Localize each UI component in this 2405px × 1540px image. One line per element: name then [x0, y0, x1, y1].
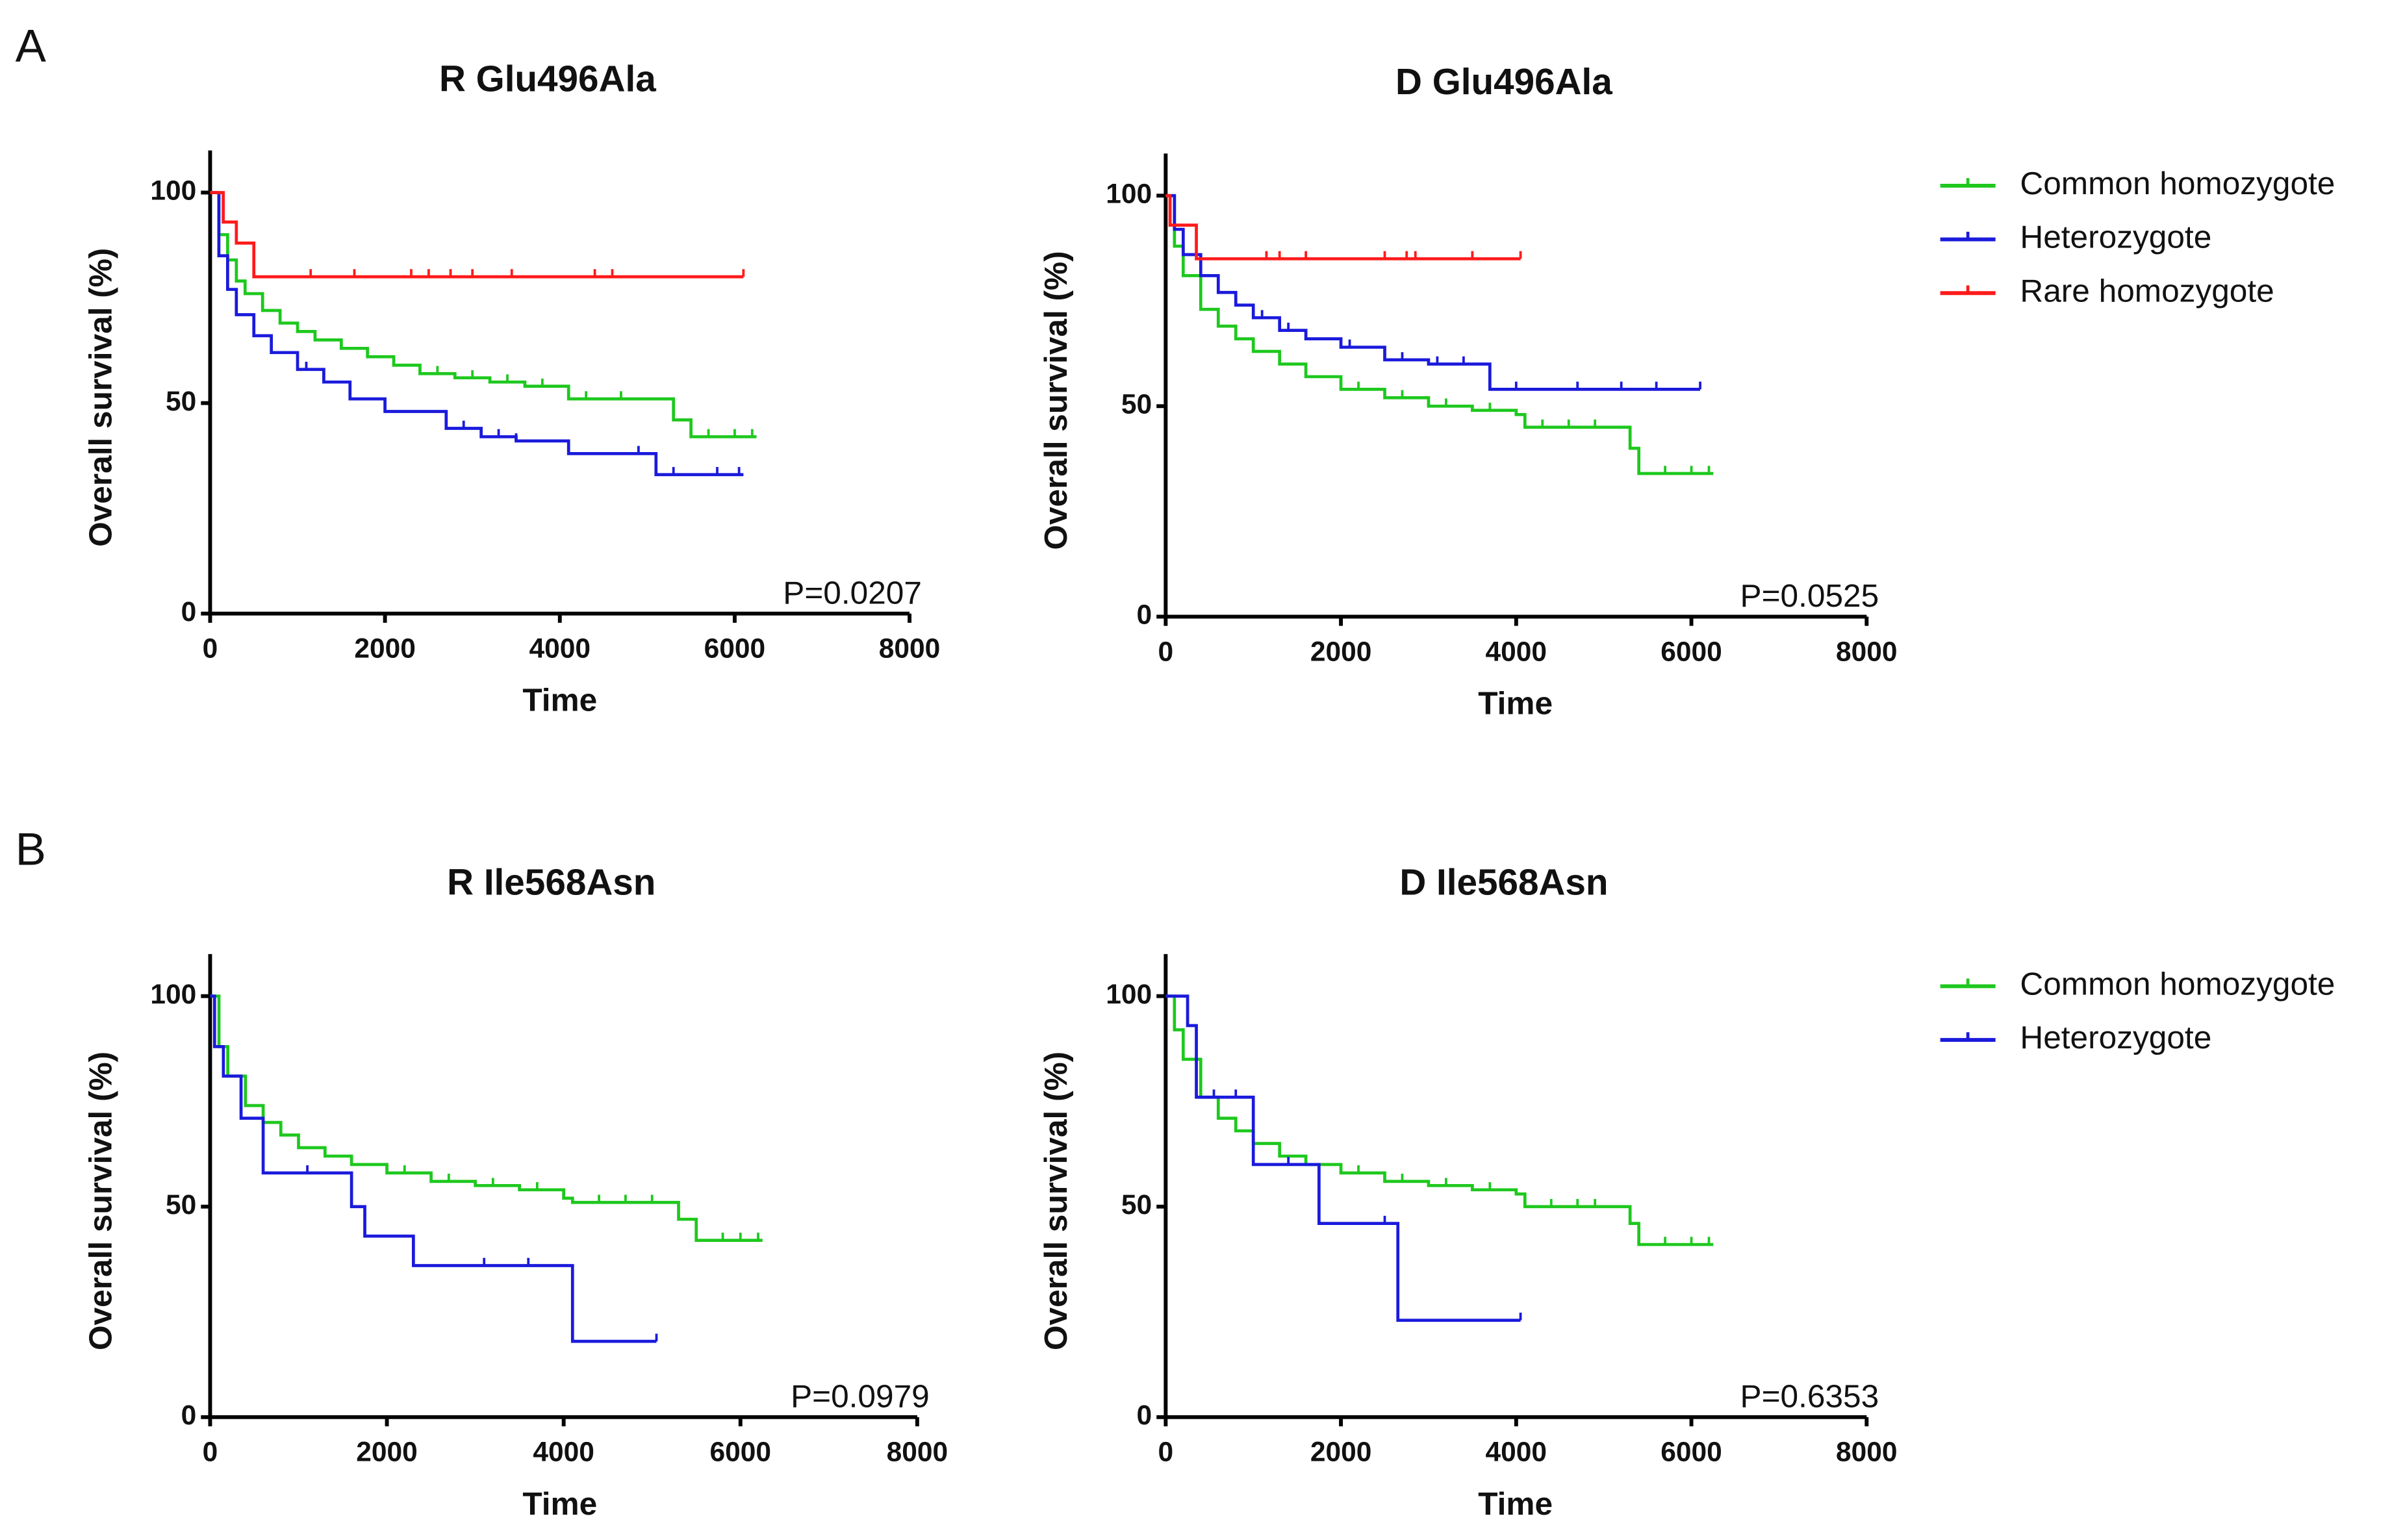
x-tick-label: 8000 — [887, 1437, 948, 1468]
y-tick-label: 50 — [166, 1190, 196, 1220]
x-tick-label: 4000 — [529, 634, 591, 664]
p-value: P=0.0525 — [1740, 577, 1879, 614]
survival-curve — [210, 994, 763, 1242]
p-value: P=0.0207 — [783, 574, 922, 611]
x-tick-label: 4000 — [533, 1437, 594, 1468]
chart-title: R Ile568Asn — [447, 863, 655, 903]
legend-label: Rare homozygote — [2020, 272, 2274, 309]
panel-label: A — [16, 21, 47, 72]
x-tick-label: 8000 — [1836, 637, 1898, 667]
x-tick-label: 2000 — [354, 634, 416, 664]
survival-curve — [210, 191, 757, 438]
y-axis-label: Overall survival (%) — [82, 1052, 118, 1350]
x-tick-label: 0 — [1158, 637, 1174, 667]
y-tick-label: 0 — [181, 1400, 197, 1431]
x-tick-label: 6000 — [1661, 637, 1722, 667]
legend-label: Common homozygote — [2020, 165, 2335, 201]
x-tick-label: 0 — [203, 634, 218, 664]
survival-curve — [1165, 194, 1701, 391]
chart-title: R Glu496Ala — [439, 58, 656, 99]
y-tick-label: 50 — [1121, 1190, 1152, 1220]
survival-curve — [210, 191, 744, 477]
p-value: P=0.6353 — [1740, 1378, 1879, 1415]
legend-label: Heterozygote — [2020, 219, 2211, 255]
y-tick-label: 0 — [1136, 1400, 1152, 1431]
survival-curve — [1165, 994, 1714, 1246]
x-tick-label: 0 — [1158, 1437, 1174, 1468]
x-tick-label: 6000 — [1661, 1437, 1722, 1468]
x-tick-label: 0 — [203, 1437, 218, 1468]
survival-curve — [1165, 194, 1714, 475]
x-axis-label: Time — [1478, 685, 1553, 721]
legend-label: Heterozygote — [2020, 1019, 2211, 1055]
x-tick-label: 6000 — [710, 1437, 772, 1468]
y-tick-label: 0 — [181, 597, 197, 627]
survival-curve — [210, 191, 744, 279]
x-tick-label: 2000 — [1310, 637, 1372, 667]
x-tick-label: 2000 — [1310, 1437, 1372, 1468]
y-axis-label: Overall survival (%) — [1037, 1052, 1074, 1350]
x-tick-label: 8000 — [1836, 1437, 1898, 1468]
y-axis-label: Overall survival (%) — [82, 248, 118, 547]
survival-curve — [210, 994, 657, 1343]
panel-label: B — [16, 824, 46, 876]
y-axis-label: Overall survival (%) — [1037, 251, 1074, 549]
survival-curve — [1165, 994, 1521, 1322]
y-tick-label: 100 — [1106, 179, 1152, 209]
y-tick-label: 100 — [1106, 979, 1152, 1010]
y-tick-label: 100 — [150, 176, 196, 207]
legend-label: Common homozygote — [2020, 965, 2335, 1002]
chart-title: D Glu496Ala — [1395, 62, 1612, 103]
x-axis-label: Time — [522, 1485, 597, 1522]
y-tick-label: 0 — [1136, 600, 1152, 631]
y-tick-label: 100 — [150, 979, 196, 1010]
p-value: P=0.0979 — [791, 1378, 930, 1415]
y-tick-label: 50 — [1121, 390, 1152, 420]
x-axis-label: Time — [522, 682, 597, 718]
x-tick-label: 4000 — [1486, 637, 1547, 667]
x-tick-label: 6000 — [704, 634, 766, 664]
x-axis-label: Time — [1478, 1485, 1553, 1522]
x-tick-label: 2000 — [356, 1437, 418, 1468]
y-tick-label: 50 — [166, 386, 196, 417]
x-tick-label: 8000 — [879, 634, 941, 664]
survival-curve — [1165, 194, 1521, 260]
chart-title: D Ile568Asn — [1399, 863, 1608, 903]
x-tick-label: 4000 — [1486, 1437, 1547, 1468]
